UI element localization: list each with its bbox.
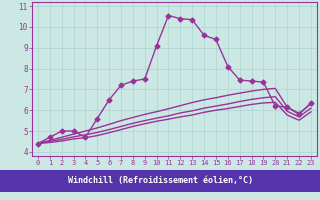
Text: Windchill (Refroidissement éolien,°C): Windchill (Refroidissement éolien,°C) bbox=[68, 176, 252, 186]
